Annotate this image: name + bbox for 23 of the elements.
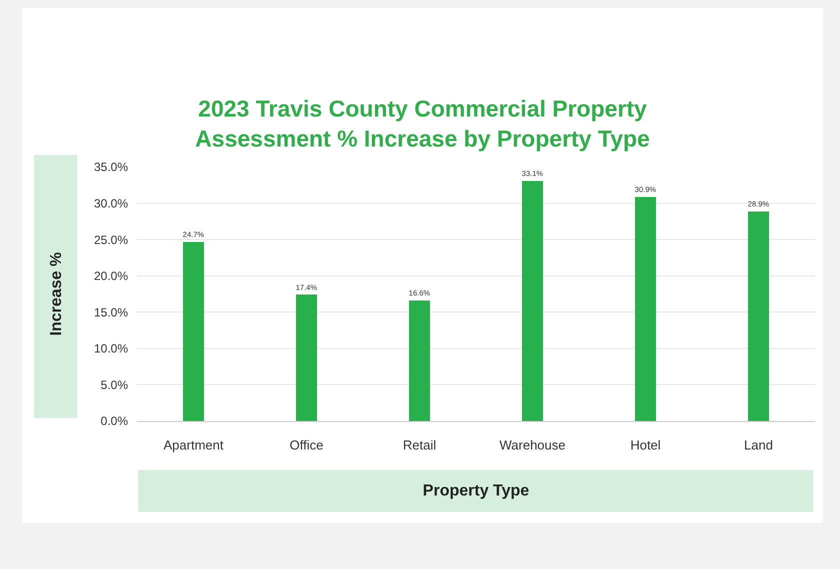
bar [634, 196, 656, 421]
y-tick-label: 0.0% [100, 414, 128, 428]
x-tick-label: Office [290, 438, 324, 453]
y-tick-label: 10.0% [94, 342, 128, 356]
y-tick-label: 30.0% [94, 196, 128, 210]
bar [296, 294, 318, 421]
x-tick-label: Apartment [164, 438, 224, 453]
bar [522, 180, 544, 421]
y-tick-label: 15.0% [94, 305, 128, 320]
y-axis-title: Increase % [48, 252, 65, 336]
chart-title: 2023 Travis County Commercial Property Assessment % Increase by Property Type [195, 96, 650, 152]
bar [408, 300, 430, 421]
y-tick-label: 25.0% [94, 232, 128, 247]
y-tick-label: 20.0% [94, 269, 128, 284]
bar [182, 242, 204, 421]
x-tick-label: Warehouse [500, 438, 566, 453]
y-tick-label: 35.0% [94, 160, 128, 174]
x-tick-label: Retail [402, 438, 436, 453]
y-tick-label: 5.0% [100, 378, 128, 392]
x-tick-label: Hotel [630, 438, 661, 453]
bar [748, 211, 770, 421]
x-tick-label: Land [744, 438, 773, 453]
x-axis-title: Property Type [422, 482, 530, 500]
